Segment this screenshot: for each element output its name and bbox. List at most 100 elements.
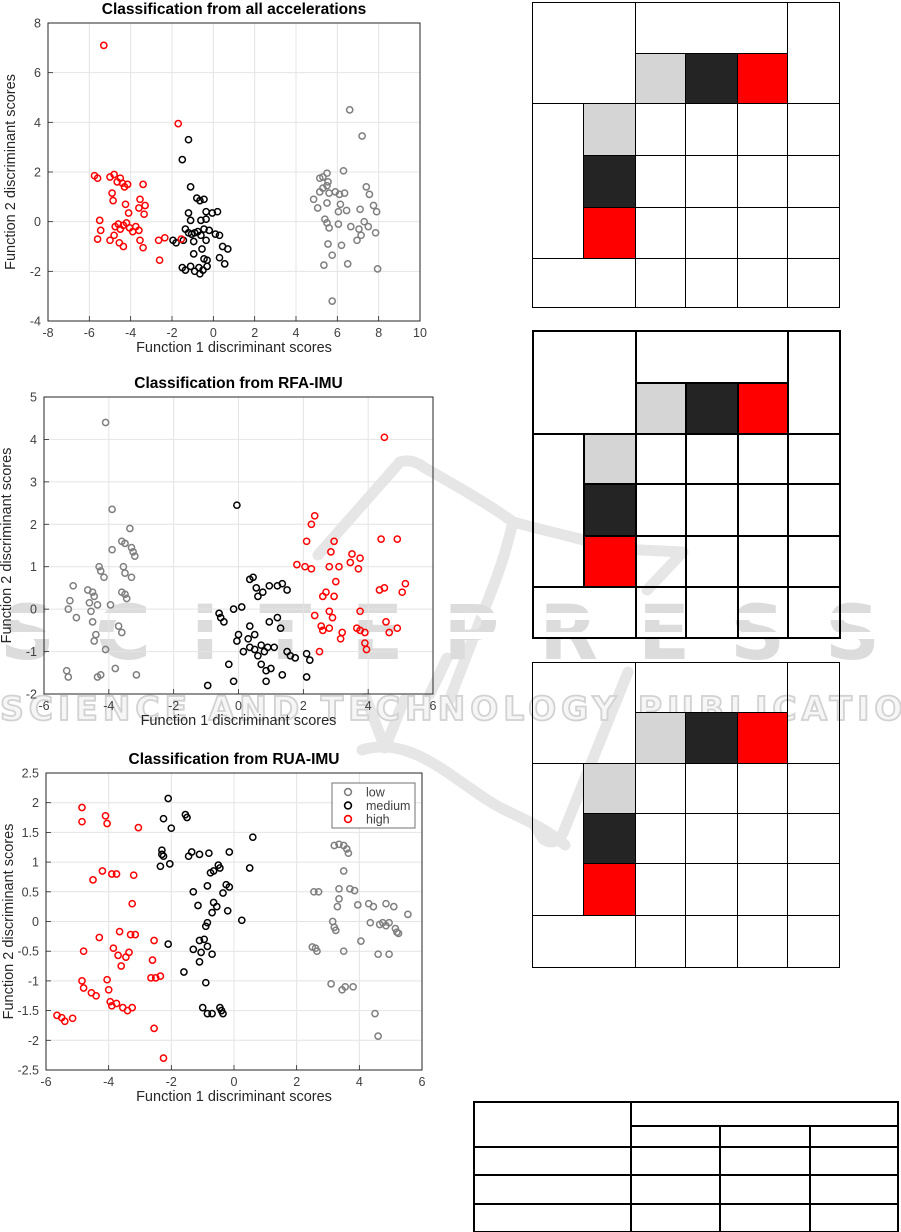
data-point xyxy=(382,899,390,908)
data-point xyxy=(325,562,334,571)
matrix-empty-cell xyxy=(635,433,687,485)
matrix-empty-cell xyxy=(635,763,686,814)
data-point xyxy=(117,628,126,637)
data-point xyxy=(250,630,259,639)
data-point xyxy=(380,433,389,442)
data-point xyxy=(273,613,282,622)
data-point xyxy=(136,195,144,204)
data-point xyxy=(380,584,389,592)
data-point xyxy=(60,1017,69,1026)
data-point xyxy=(310,511,319,520)
matrix-predicted-header xyxy=(635,2,788,54)
data-point xyxy=(342,206,351,215)
data-point xyxy=(346,222,355,231)
data-point xyxy=(250,645,259,654)
data-point xyxy=(212,902,221,911)
matrix-empty-cell xyxy=(737,483,789,537)
data-point xyxy=(95,216,104,225)
data-point xyxy=(328,251,337,260)
scatter-points-low xyxy=(62,418,141,681)
data-point xyxy=(310,611,319,620)
data-point xyxy=(131,930,140,939)
data-point xyxy=(159,852,168,861)
data-point xyxy=(389,902,398,911)
data-point xyxy=(189,250,198,258)
data-point xyxy=(219,889,227,897)
watermark-letter: P xyxy=(443,588,500,677)
data-point xyxy=(371,228,380,237)
matrix-total-row-label xyxy=(532,586,637,639)
y-tick-label: 3 xyxy=(30,475,37,489)
matrix-empty-cell xyxy=(737,915,788,968)
summary-data-cell xyxy=(719,1174,811,1205)
data-point xyxy=(189,945,198,954)
matrix-empty-cell xyxy=(787,258,840,308)
data-point xyxy=(201,978,210,987)
data-point xyxy=(110,170,118,179)
x-tick-label: -6 xyxy=(40,1075,51,1089)
summary-data-cell xyxy=(630,1174,721,1205)
data-point xyxy=(64,605,73,613)
watermark-letter: S xyxy=(0,588,55,677)
data-point xyxy=(203,262,211,271)
y-tick-label: 2.5 xyxy=(22,767,39,781)
matrix-empty-cell xyxy=(685,207,738,259)
data-point xyxy=(374,950,382,959)
data-point xyxy=(302,537,311,546)
data-point xyxy=(198,245,206,253)
data-point xyxy=(96,226,105,235)
data-point xyxy=(134,823,143,832)
data-point xyxy=(101,645,110,654)
data-point xyxy=(69,581,78,590)
data-point xyxy=(307,520,316,529)
data-point xyxy=(128,899,137,908)
watermark-letter: T xyxy=(259,588,312,677)
legend-marker xyxy=(343,787,353,797)
data-point xyxy=(335,895,343,903)
data-point xyxy=(121,569,129,577)
data-point xyxy=(90,637,99,645)
data-point xyxy=(276,624,285,633)
matrix-corner-cell xyxy=(532,2,636,104)
data-point xyxy=(307,564,316,573)
data-point xyxy=(103,975,111,984)
data-point xyxy=(371,1009,379,1018)
data-point xyxy=(283,586,291,594)
data-point xyxy=(203,918,212,927)
data-point xyxy=(323,199,331,207)
matrix-empty-cell xyxy=(737,863,788,916)
data-point xyxy=(108,545,116,554)
data-point xyxy=(393,535,402,543)
y-tick-label: 2 xyxy=(32,796,39,810)
data-point xyxy=(139,243,147,252)
chart-title: Classification from RFA-IMU xyxy=(134,375,342,392)
data-point xyxy=(202,215,210,224)
y-tick-label: -1 xyxy=(26,645,37,659)
data-point xyxy=(401,579,410,588)
x-tick-label: 4 xyxy=(365,699,372,713)
classification-matrix-2 xyxy=(532,330,841,639)
data-point xyxy=(302,649,311,658)
data-point xyxy=(109,944,118,953)
data-point xyxy=(262,677,270,686)
data-point xyxy=(361,628,369,637)
data-point xyxy=(346,558,355,567)
data-point xyxy=(385,918,393,927)
data-point xyxy=(112,870,121,878)
data-point xyxy=(211,230,220,238)
data-point xyxy=(330,841,339,850)
y-tick-label: -1 xyxy=(28,974,39,988)
matrix-col-header-low xyxy=(635,712,686,764)
x-tick-label: -2 xyxy=(166,326,177,340)
data-point xyxy=(355,225,363,233)
data-point xyxy=(225,883,234,891)
data-point xyxy=(291,654,300,662)
data-point xyxy=(385,950,393,959)
x-tick-label: 8 xyxy=(375,326,382,340)
data-point xyxy=(115,927,124,936)
x-axis-label: Function 1 discriminant scores xyxy=(136,1089,332,1105)
data-point xyxy=(184,209,193,217)
scatter-points-high xyxy=(293,433,410,656)
data-point xyxy=(404,910,412,919)
y-tick-label: 0 xyxy=(34,215,41,229)
